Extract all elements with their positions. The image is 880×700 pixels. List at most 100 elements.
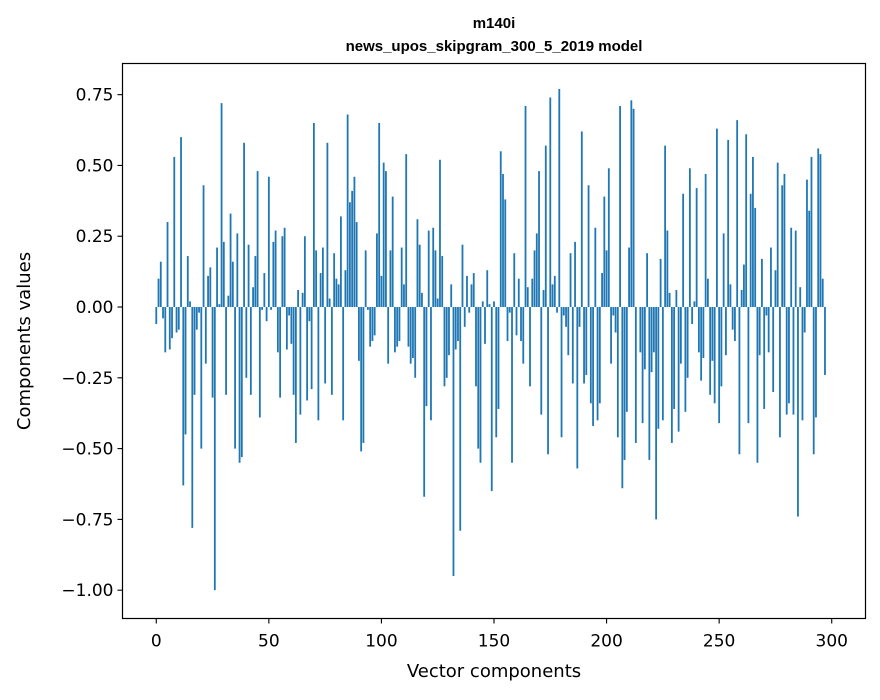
bar-295 (820, 154, 822, 307)
bar-50 (268, 177, 270, 307)
bar-150 (493, 301, 495, 307)
x-tick-label: 0 (151, 632, 162, 652)
bar-43 (252, 287, 254, 307)
bar-4 (164, 307, 166, 352)
bar-181 (563, 307, 565, 315)
bar-240 (696, 188, 698, 307)
bar-57 (284, 228, 286, 307)
bar-207 (621, 307, 623, 488)
y-tick-label: −0.50 (61, 440, 113, 460)
bar-199 (603, 197, 605, 307)
bar-134 (457, 307, 459, 341)
bar-62 (295, 307, 297, 443)
bar-101 (383, 163, 385, 307)
bar-19 (198, 307, 200, 313)
bar-90 (358, 307, 360, 361)
bar-38 (241, 307, 243, 457)
bar-230 (673, 307, 675, 409)
bar-20 (200, 307, 202, 449)
bar-213 (635, 307, 637, 443)
bar-191 (585, 307, 587, 375)
bar-144 (480, 307, 482, 463)
bar-219 (648, 307, 650, 460)
y-axis-label: Components values (14, 252, 35, 430)
bar-141 (473, 273, 475, 307)
bar-132 (453, 307, 455, 576)
bar-158 (511, 307, 513, 463)
bar-110 (403, 284, 405, 307)
plot-frame (123, 64, 866, 619)
bar-168 (534, 250, 536, 307)
bar-97 (374, 307, 376, 335)
bar-223 (657, 307, 659, 429)
bar-210 (628, 248, 630, 307)
bar-5 (167, 222, 169, 307)
bar-137 (464, 307, 466, 327)
bar-238 (691, 307, 693, 324)
y-tick-label: 0.00 (76, 298, 114, 318)
bar-65 (302, 293, 304, 307)
bar-33 (230, 214, 232, 307)
bar-119 (423, 307, 425, 497)
bar-118 (421, 293, 423, 307)
bar-102 (385, 171, 387, 307)
bar-243 (702, 307, 704, 358)
bar-155 (504, 199, 506, 307)
bar-72 (317, 307, 319, 420)
bar-176 (552, 284, 554, 307)
bar-187 (576, 307, 578, 468)
bar-32 (227, 296, 229, 307)
bar-15 (189, 301, 191, 307)
bar-272 (768, 307, 770, 352)
bar-103 (387, 307, 389, 364)
bar-26 (214, 307, 216, 590)
bar-296 (822, 279, 824, 307)
bar-39 (243, 143, 245, 307)
bar-131 (450, 284, 452, 307)
bar-13 (185, 307, 187, 434)
bar-124 (435, 250, 437, 307)
bar-224 (660, 259, 662, 307)
bar-11 (180, 137, 182, 307)
bar-166 (529, 307, 531, 386)
bar-231 (675, 290, 677, 307)
bar-196 (597, 307, 599, 420)
bar-116 (417, 219, 419, 307)
bar-288 (804, 307, 806, 332)
bar-9 (176, 307, 178, 332)
bar-264 (750, 194, 752, 307)
bar-92 (363, 307, 365, 443)
bar-73 (320, 273, 322, 307)
bar-292 (813, 307, 815, 454)
bar-189 (581, 131, 583, 307)
bar-291 (811, 157, 813, 307)
bar-204 (615, 307, 617, 332)
bar-113 (410, 307, 412, 364)
bar-48 (263, 273, 265, 307)
bar-268 (759, 307, 761, 355)
bar-162 (520, 307, 522, 341)
x-tick-label: 100 (365, 632, 397, 652)
bar-221 (653, 307, 655, 352)
bar-234 (682, 194, 684, 307)
bar-244 (705, 174, 707, 307)
bar-74 (322, 248, 324, 307)
bar-267 (757, 307, 759, 463)
bar-1 (158, 279, 160, 307)
bar-138 (466, 276, 468, 307)
bar-129 (446, 307, 448, 378)
bar-195 (594, 228, 596, 307)
bar-293 (815, 307, 817, 417)
bar-146 (484, 307, 486, 344)
y-tick-label: −0.25 (61, 369, 113, 389)
bar-98 (376, 233, 378, 307)
bar-237 (689, 168, 691, 307)
bar-171 (540, 307, 542, 415)
bar-123 (432, 228, 434, 307)
bar-229 (671, 307, 673, 443)
bar-249 (716, 129, 718, 307)
bar-173 (545, 146, 547, 307)
bar-246 (709, 307, 711, 395)
bar-159 (513, 253, 515, 307)
